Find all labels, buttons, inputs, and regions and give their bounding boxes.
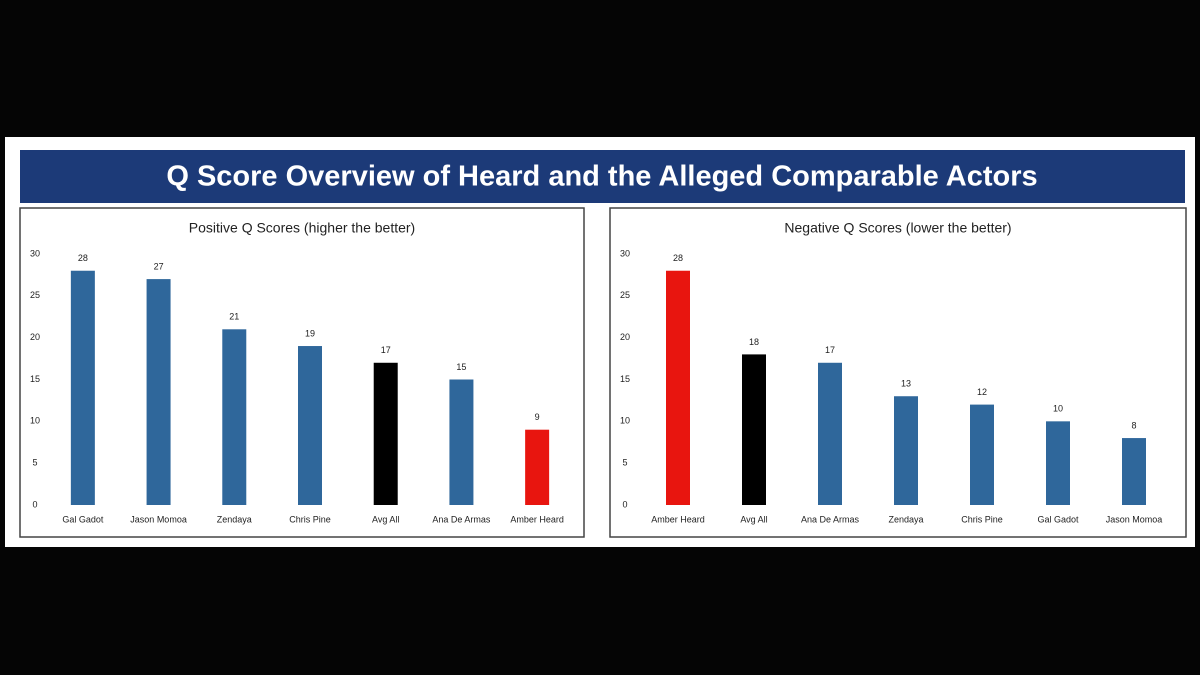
x-tick-label: Zendaya (217, 514, 252, 524)
bar (298, 346, 322, 505)
bar (894, 396, 918, 505)
x-tick-label: Avg All (372, 514, 399, 524)
value-label: 9 (535, 412, 540, 422)
value-label: 12 (977, 387, 987, 397)
value-label: 8 (1131, 420, 1136, 430)
bar (1046, 421, 1070, 505)
y-tick-label: 5 (622, 458, 627, 468)
x-tick-label: Amber Heard (651, 514, 705, 524)
chart-frame (19, 207, 585, 538)
value-label: 10 (1053, 404, 1063, 414)
value-label: 18 (749, 337, 759, 347)
slide (5, 137, 1195, 547)
chart-title: Negative Q Scores (lower the better) (784, 220, 1011, 236)
value-label: 19 (305, 328, 315, 338)
y-tick-label: 15 (620, 374, 630, 384)
bar (373, 362, 398, 505)
bar (742, 354, 766, 505)
value-label: 17 (825, 345, 835, 355)
bar (70, 270, 95, 505)
bar (525, 429, 550, 505)
y-tick-label: 20 (620, 332, 630, 342)
y-tick-label: 10 (30, 416, 40, 426)
y-tick-label: 0 (32, 499, 37, 509)
x-tick-label: Zendaya (888, 514, 923, 524)
y-tick-label: 0 (622, 499, 627, 509)
value-label: 27 (154, 261, 164, 271)
bar (970, 404, 994, 505)
chart-frame (609, 207, 1187, 538)
bar (818, 362, 842, 505)
title-banner (20, 150, 1185, 203)
x-tick-label: Ana De Armas (801, 514, 860, 524)
y-tick-label: 20 (30, 332, 40, 342)
x-tick-label: Jason Momoa (1106, 514, 1163, 524)
x-tick-label: Chris Pine (961, 514, 1003, 524)
x-tick-label: Gal Gadot (62, 514, 104, 524)
bar (1122, 438, 1146, 505)
x-tick-label: Ana De Armas (432, 514, 491, 524)
y-tick-label: 25 (30, 290, 40, 300)
value-label: 15 (456, 362, 466, 372)
x-tick-label: Jason Momoa (130, 514, 187, 524)
bar (666, 270, 690, 505)
y-tick-label: 25 (620, 290, 630, 300)
y-tick-label: 30 (620, 248, 630, 258)
y-tick-label: 15 (30, 374, 40, 384)
x-tick-label: Avg All (740, 514, 767, 524)
value-label: 21 (229, 312, 239, 322)
value-label: 28 (78, 253, 88, 263)
x-tick-label: Amber Heard (510, 514, 564, 524)
bar (449, 379, 474, 505)
value-label: 28 (673, 253, 683, 263)
x-tick-label: Gal Gadot (1037, 514, 1079, 524)
y-tick-label: 5 (32, 458, 37, 468)
y-tick-label: 10 (620, 416, 630, 426)
y-tick-label: 30 (30, 248, 40, 258)
x-tick-label: Chris Pine (289, 514, 331, 524)
value-label: 17 (381, 345, 391, 355)
chart-title: Positive Q Scores (higher the better) (189, 220, 415, 236)
value-label: 13 (901, 379, 911, 389)
bar (222, 329, 247, 505)
bar (146, 279, 171, 505)
slide-title: Q Score Overview of Heard and the Allege… (166, 161, 1037, 193)
